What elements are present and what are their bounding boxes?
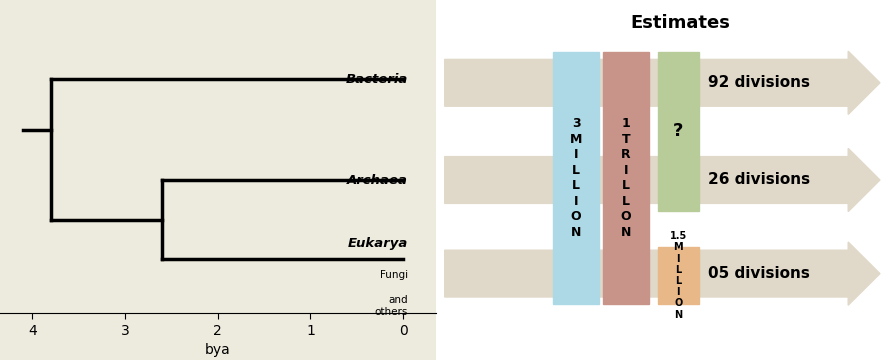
- Bar: [658, 52, 699, 211]
- Text: Bacteria: Bacteria: [346, 73, 408, 86]
- Text: ?: ?: [673, 122, 684, 140]
- Bar: [604, 52, 649, 304]
- Text: Eukarya: Eukarya: [348, 237, 408, 249]
- FancyArrow shape: [444, 51, 880, 114]
- Bar: [554, 52, 599, 304]
- Text: and
others: and others: [374, 295, 408, 317]
- FancyArrow shape: [444, 148, 880, 212]
- Text: Fungi: Fungi: [380, 270, 408, 280]
- Bar: [658, 247, 699, 304]
- Text: 1.5
M
I
L
L
I
O
N: 1.5 M I L L I O N: [669, 231, 687, 320]
- X-axis label: bya: bya: [205, 343, 230, 357]
- Text: 92 divisions: 92 divisions: [708, 75, 810, 90]
- FancyArrow shape: [444, 242, 880, 305]
- Text: 05 divisions: 05 divisions: [708, 266, 810, 281]
- Text: Estimates: Estimates: [630, 14, 731, 32]
- Text: 1
T
R
I
L
L
O
N: 1 T R I L L O N: [621, 117, 631, 239]
- Text: 26 divisions: 26 divisions: [708, 172, 810, 188]
- Text: Archaea: Archaea: [347, 174, 408, 186]
- Text: 3
M
I
L
L
I
O
N: 3 M I L L I O N: [570, 117, 582, 239]
